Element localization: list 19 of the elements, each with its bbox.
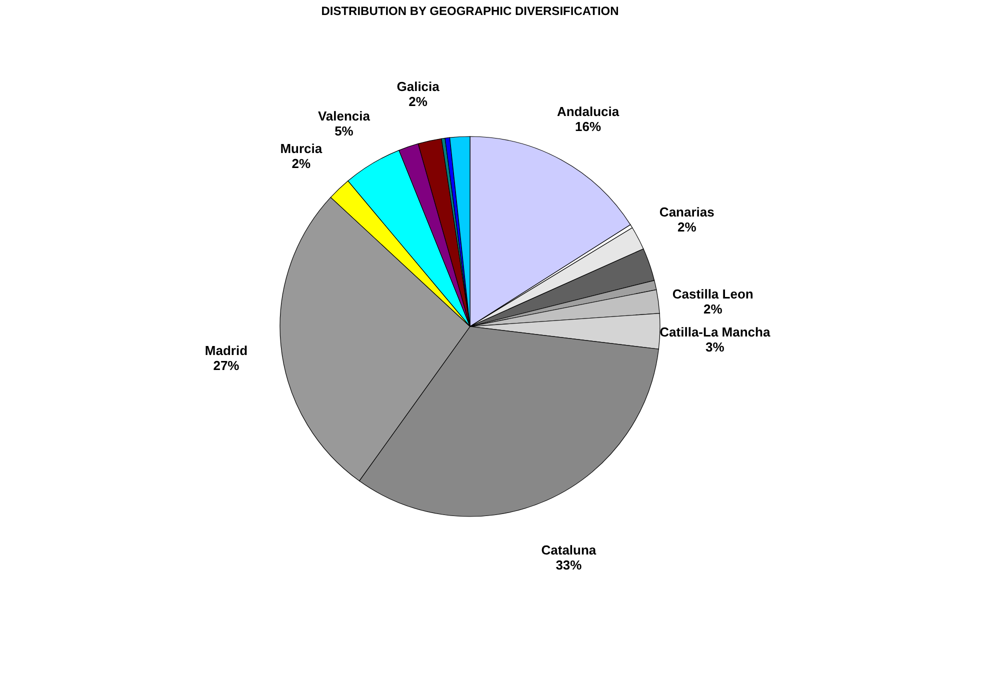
data-label: 33% [556, 558, 582, 573]
slice-label: Canarias [659, 204, 714, 220]
chart-title: DISTRIBUTION BY GEOGRAPHIC DIVERSIFICATION [321, 4, 619, 18]
slice-label: Andalucia [556, 104, 620, 119]
data-label: 27% [213, 358, 240, 374]
slice-label: Cataluna [541, 542, 597, 558]
slice-label: Galicia [396, 79, 440, 94]
data-label: 2% [408, 94, 428, 110]
slice-label: Valencia [318, 108, 371, 124]
data-label: 2% [292, 156, 311, 171]
slice-label: Castilla Leon [672, 286, 754, 302]
data-label: 5% [334, 123, 354, 138]
data-label: 2% [677, 220, 697, 235]
data-label: 16% [575, 118, 602, 134]
slice-label: Murcia [280, 140, 323, 156]
data-label: 3% [706, 340, 725, 355]
slice-label: Madrid [204, 343, 248, 358]
slice-label: Catilla-La Mancha [660, 324, 771, 340]
data-label: 2% [703, 301, 723, 316]
